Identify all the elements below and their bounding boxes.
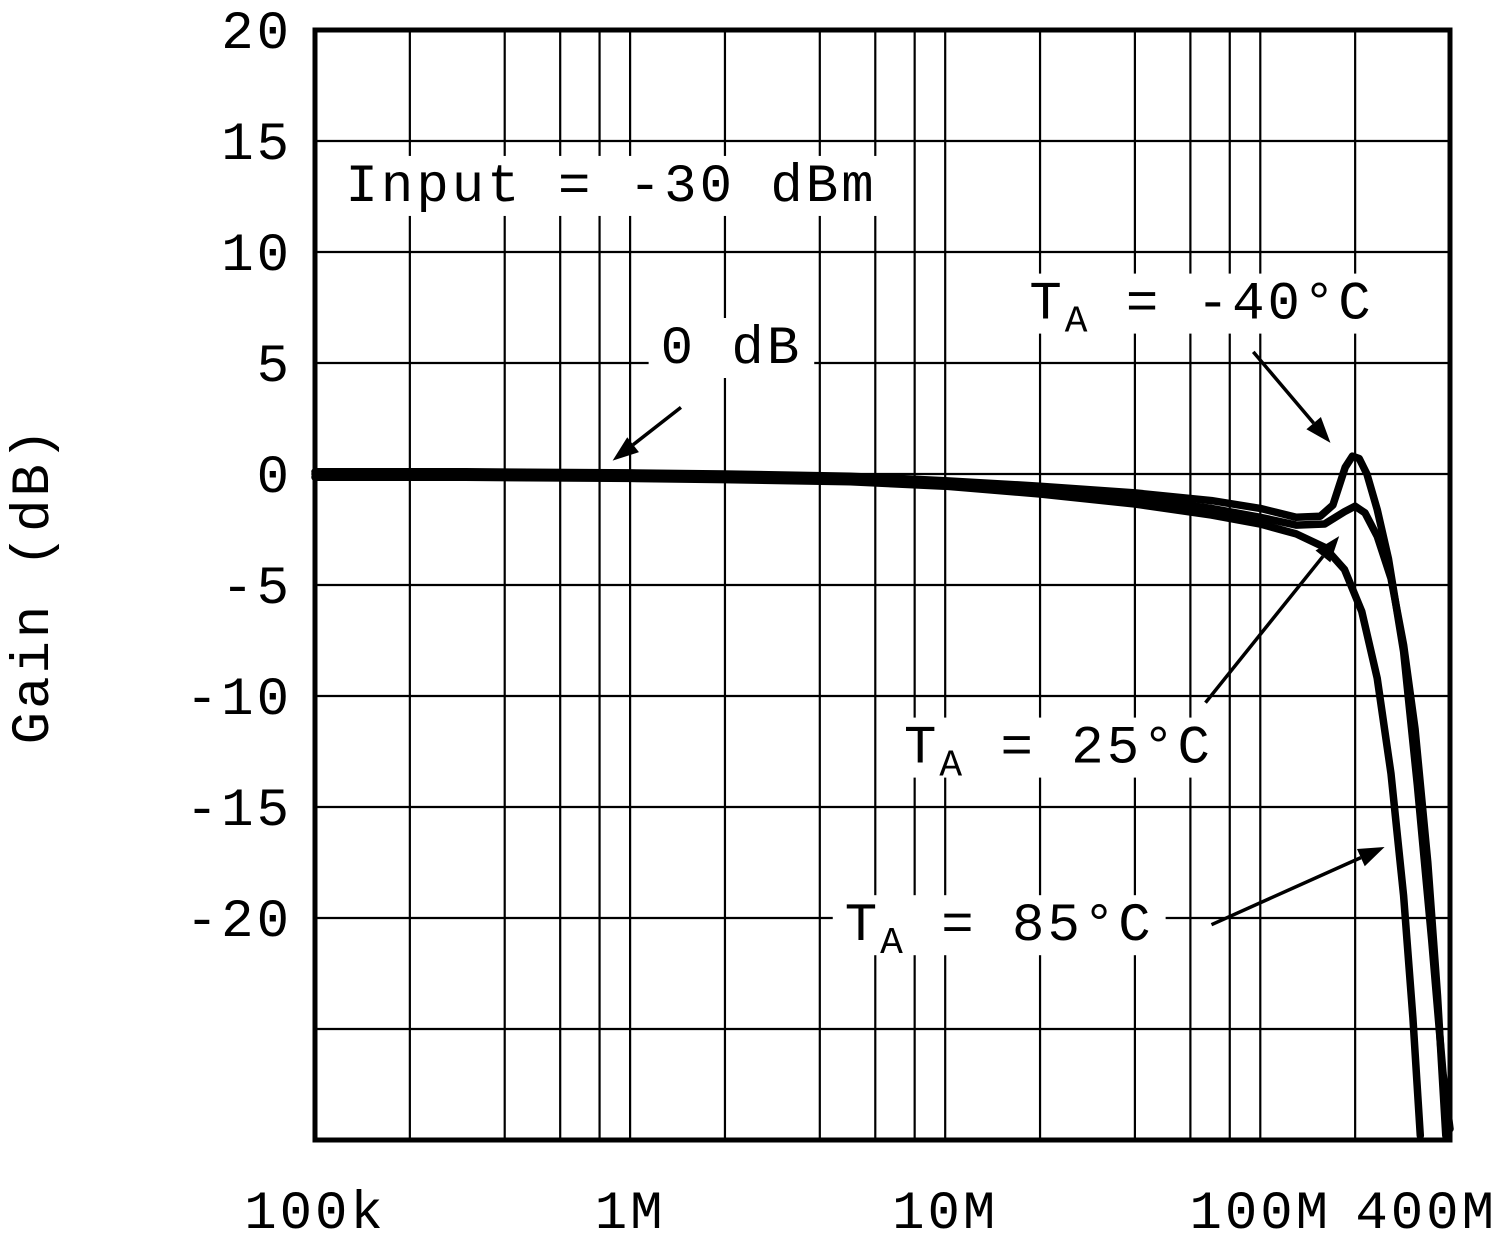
ta-25c-label-arrow-shaft [1204, 555, 1325, 704]
input-condition-label: Input = -30 dBm [346, 157, 877, 218]
y-tick-label-20: 20 [221, 4, 292, 65]
annotation-boxes [333, 155, 1386, 956]
y-tick-label-minus10: -10 [186, 670, 292, 731]
y-tick-label-0: 0 [257, 448, 292, 509]
x-tick-label-400m: 400M [1355, 1184, 1497, 1245]
zero-db-label-box [648, 318, 815, 378]
curve-ta-85-c [311, 473, 1425, 1140]
ta-minus-40c-label-box [1017, 273, 1386, 334]
y-tick-label-10: 10 [221, 226, 292, 287]
y-tick-label-15: 15 [221, 115, 292, 176]
curves [311, 452, 1454, 1140]
ta-25c-label-box [891, 717, 1225, 778]
ta-85c-label-box [832, 895, 1166, 956]
ta-minus-40c-label-arrowhead [1306, 416, 1331, 443]
y-tick-label-minus5: -5 [221, 559, 292, 620]
curve-ta-25-c [311, 470, 1450, 1140]
y-axis-tick-labels: 20 15 10 5 0 -5 -10 -15 -20 [186, 4, 292, 953]
zero-db-label: 0 dB [661, 319, 803, 380]
x-tick-label-10m: 10M [892, 1184, 998, 1245]
ta-minus-40c-label-arrow-shaft [1251, 350, 1315, 425]
x-axis-tick-labels: 100k 1M 10M 100M 400M [244, 1184, 1497, 1245]
x-tick-label-100m: 100M [1189, 1184, 1331, 1245]
annotation-arrows [612, 350, 1385, 927]
zero-db-label-arrow-shaft [632, 406, 683, 447]
y-tick-label-minus15: -15 [186, 781, 292, 842]
plot-border [312, 27, 1453, 1143]
x-tick-label-1m: 1M [595, 1184, 666, 1245]
x-tick-label-100k: 100k [244, 1184, 386, 1245]
ta-85c-label: TA = 85°C [845, 896, 1154, 965]
y-axis-title: Gain (dB) [4, 426, 65, 745]
ta-minus-40c-label: TA = -40°C [1029, 275, 1373, 344]
y-tick-label-5: 5 [257, 337, 292, 398]
ta-25c-label: TA = 25°C [904, 719, 1213, 788]
ta-85c-label-arrowhead [1356, 846, 1385, 867]
zero-db-label-arrowhead [612, 437, 639, 461]
input-condition-label-box [333, 155, 889, 216]
annotation-texts: Input = -30 dBm 0 dB TA = -40°C TA = 25°C TA… [346, 157, 1373, 965]
y-tick-label-minus20: -20 [186, 892, 292, 953]
ta-25c-label-arrowhead [1315, 536, 1340, 563]
ta-85c-label-arrow-shaft [1210, 856, 1362, 927]
